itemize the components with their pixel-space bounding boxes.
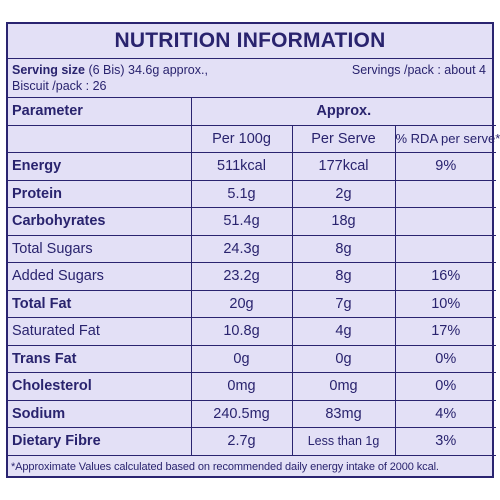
nutrient-name: Total Fat	[8, 289, 192, 318]
rda-value: 4%	[394, 399, 497, 428]
rda-value	[394, 179, 497, 208]
rda-value: 16%	[394, 262, 497, 291]
nutrient-name: Cholesterol	[8, 372, 192, 401]
perserve-value: 4g	[291, 317, 396, 346]
table-row: Carbohyrates 51.4g 18g	[8, 207, 497, 236]
nutrient-name: Dietary Fibre	[8, 427, 192, 456]
per100g-value: 0g	[190, 344, 293, 373]
nutrient-name: Trans Fat	[8, 344, 192, 373]
perserve-value: 7g	[291, 289, 396, 318]
perserve-value: Less than 1g	[291, 427, 396, 456]
nutrient-name: Protein	[8, 179, 192, 208]
footnote: *Approximate Values calculated based on …	[11, 460, 439, 473]
nutrition-table: Parameter Approx. Per 100g Per Serve % R…	[8, 98, 500, 456]
perserve-value: 18g	[291, 207, 396, 236]
rda-value	[394, 234, 497, 263]
perserve-value: 8g	[291, 262, 396, 291]
nutrient-name: Energy	[8, 152, 192, 181]
table-row: Cholesterol 0mg 0mg 0%	[8, 372, 497, 401]
col-rda-header: % RDA per serve*	[394, 124, 500, 153]
col-perserve-header: Per Serve	[291, 124, 396, 153]
rda-value: 0%	[394, 344, 497, 373]
per100g-value: 24.3g	[190, 234, 293, 263]
per100g-value: 0mg	[190, 372, 293, 401]
serving-size-label: Serving size	[12, 63, 85, 77]
table-row: Saturated Fat 10.8g 4g 17%	[8, 317, 497, 346]
serving-info: Serving size (6 Bis) 34.6g approx., Bisc…	[8, 59, 492, 98]
rda-value	[394, 207, 497, 236]
per100g-value: 511kcal	[190, 152, 293, 181]
header-row: Parameter Approx.	[8, 98, 497, 126]
nutrient-name: Total Sugars	[8, 234, 192, 263]
servings-per-pack: Servings /pack : about 4	[351, 63, 486, 77]
perserve-value: 177kcal	[291, 152, 396, 181]
perserve-value: 83mg	[291, 399, 396, 428]
empty-cell	[8, 124, 192, 153]
nutrition-panel: NUTRITION INFORMATION Serving size (6 Bi…	[6, 22, 500, 478]
per100g-value: 5.1g	[190, 179, 293, 208]
serving-size-value: (6 Bis) 34.6g approx.,	[88, 63, 208, 77]
rda-value: 3%	[394, 427, 497, 456]
page-title: NUTRITION INFORMATION	[8, 24, 492, 59]
per100g-value: 23.2g	[190, 262, 293, 291]
nutrient-name: Carbohyrates	[8, 207, 192, 236]
table-row: Total Sugars 24.3g 8g	[8, 234, 497, 263]
perserve-value: 0mg	[291, 372, 396, 401]
subheader-row: Per 100g Per Serve % RDA per serve*	[8, 124, 500, 153]
table-row: Protein 5.1g 2g	[8, 179, 497, 208]
per100g-value: 240.5mg	[190, 399, 293, 428]
table-row: Sodium 240.5mg 83mg 4%	[8, 399, 497, 428]
per100g-value: 20g	[190, 289, 293, 318]
table-row: Total Fat 20g 7g 10%	[8, 289, 497, 318]
table-row: Energy 511kcal 177kcal 9%	[8, 152, 497, 181]
nutrient-name: Sodium	[8, 399, 192, 428]
perserve-value: 0g	[291, 344, 396, 373]
nutrient-name: Added Sugars	[8, 262, 192, 291]
per100g-value: 51.4g	[190, 207, 293, 236]
rda-value: 9%	[394, 152, 497, 181]
approx-header: Approx.	[190, 98, 497, 126]
parameter-header: Parameter	[8, 98, 192, 126]
rda-value: 17%	[394, 317, 497, 346]
table-row: Trans Fat 0g 0g 0%	[8, 344, 497, 373]
perserve-value: 8g	[291, 234, 396, 263]
rda-value: 0%	[394, 372, 497, 401]
per100g-value: 2.7g	[190, 427, 293, 456]
rda-value: 10%	[394, 289, 497, 318]
col-per100g-header: Per 100g	[190, 124, 293, 153]
biscuit-per-pack: Biscuit /pack : 26	[12, 79, 107, 93]
per100g-value: 10.8g	[190, 317, 293, 346]
table-row: Dietary Fibre 2.7g Less than 1g 3%	[8, 427, 497, 456]
perserve-value: 2g	[291, 179, 396, 208]
nutrient-name: Saturated Fat	[8, 317, 192, 346]
table-row: Added Sugars 23.2g 8g 16%	[8, 262, 497, 291]
